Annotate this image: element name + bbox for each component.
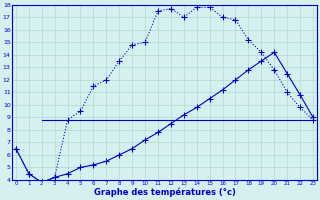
X-axis label: Graphe des températures (°c): Graphe des températures (°c) <box>93 188 236 197</box>
